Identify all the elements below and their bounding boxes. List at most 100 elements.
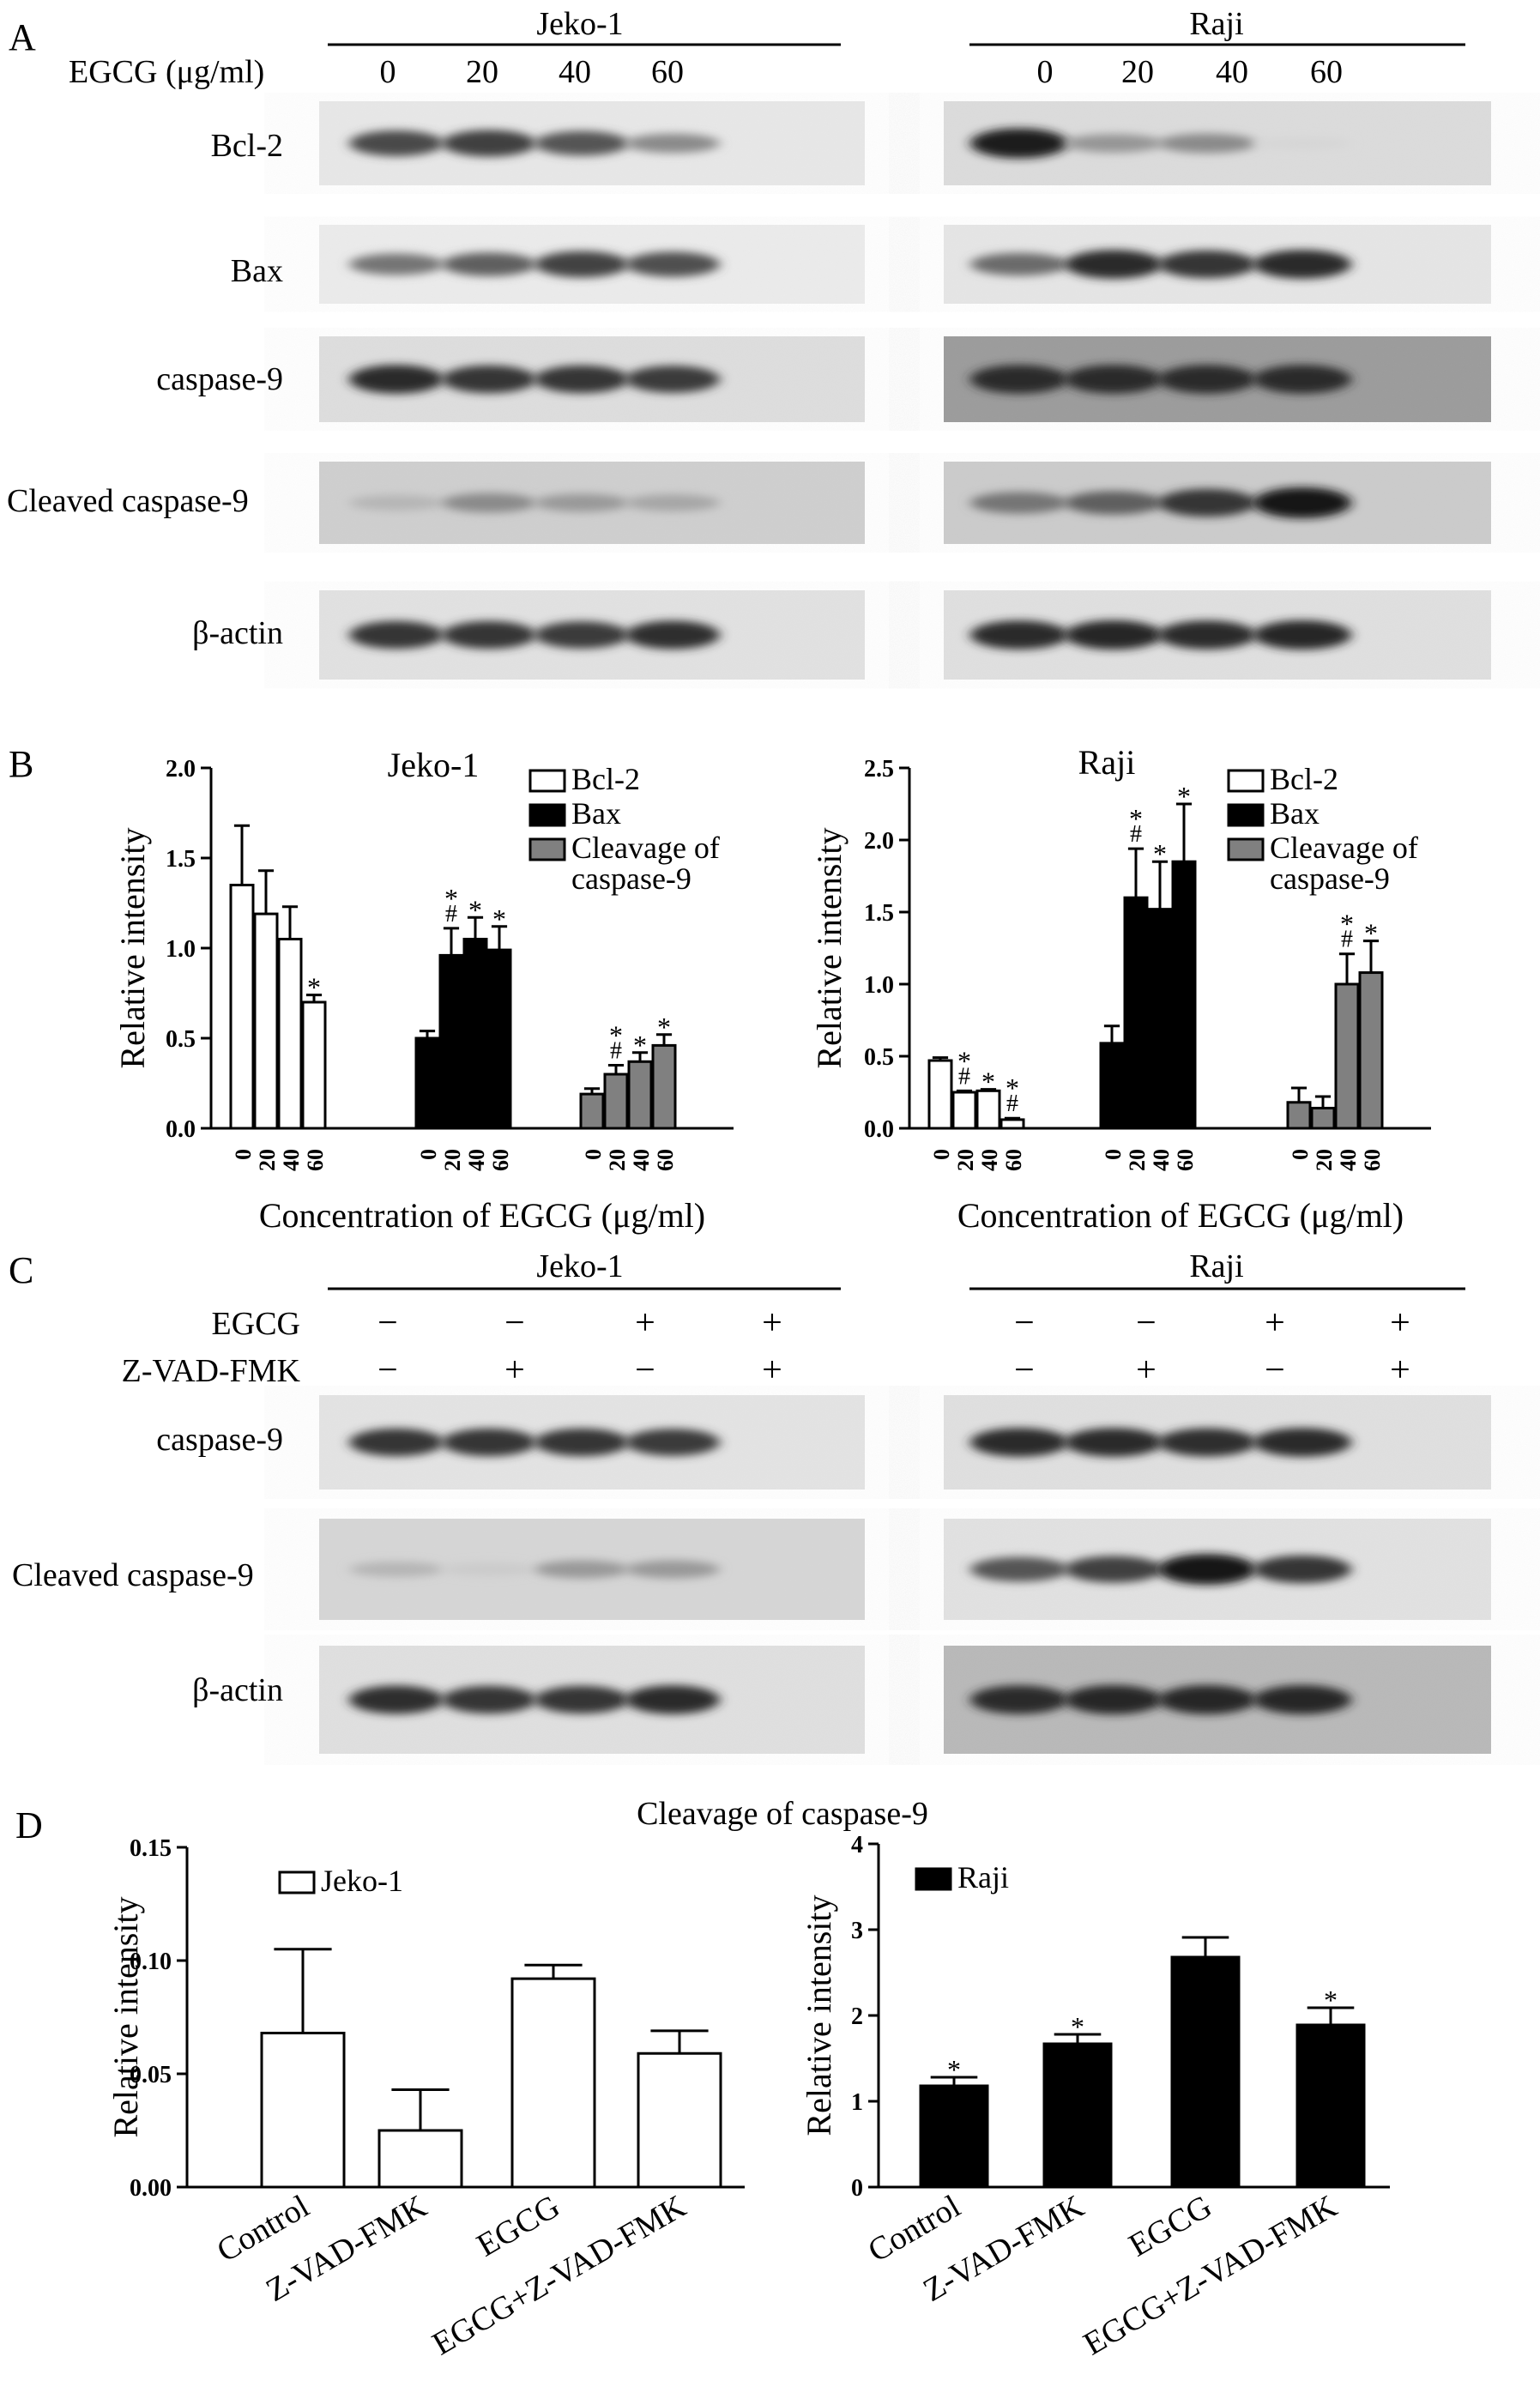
b-raji-bar-cleavage-of-caspase-9-60: [1358, 971, 1384, 1130]
b-raji-y-axis-label: Relative intensity: [810, 827, 849, 1068]
b-jeko-1-x-tick-label: 20: [440, 1149, 465, 1171]
b-raji-x-tick-label: 0: [929, 1149, 954, 1160]
c-sign-jeko-z-vad-fmk-2: +: [504, 1351, 525, 1390]
c-blot-strip-raji-caspase-9: [944, 1395, 1491, 1490]
b-raji-y-tick-label: 2.0: [864, 828, 894, 855]
b-raji-legend-label-cleavage-of-caspase-9: Cleavage of: [1270, 831, 1418, 865]
b-jeko-1-significance-mark: *: [444, 883, 458, 914]
b-raji-bar-bax-60: [1171, 860, 1197, 1130]
b-raji-legend-swatch-bcl-2: [1227, 769, 1265, 793]
d-jeko-1-y-tick-label: 0.10: [130, 1949, 172, 1975]
treatment-row-zvad: Z-VAD-FMK: [122, 1353, 301, 1389]
b-raji-bar-bax-40: [1147, 908, 1173, 1130]
c-sign-jeko-egcg-4: +: [762, 1303, 782, 1343]
d-raji-y-tick-label: 1: [851, 2089, 863, 2116]
a-band-jeko-cleaved-caspase-9-lane-1: [349, 495, 444, 511]
c-band-raji-caspase-9-lane-3: [1157, 1428, 1257, 1457]
b-jeko-1-x-tick-label: 60: [653, 1149, 678, 1171]
c-blot-strip-raji-cleaved-caspase-9: [944, 1519, 1491, 1620]
b-jeko-1-title: Jeko-1: [388, 746, 480, 784]
b-jeko-1-y-tick-label: 1.5: [166, 846, 196, 873]
b-raji-title: Raji: [1078, 743, 1136, 782]
a-band-raji-bcl-2-lane-2: [1064, 134, 1163, 153]
a-band-raji-cleaved-caspase-9-lane-4: [1253, 487, 1352, 518]
b-jeko-1-x-tick-label: 0: [231, 1149, 256, 1160]
c-band-raji-cleaved-caspase-9-lane-1: [969, 1556, 1069, 1582]
b-jeko-1-x-tick-label: 40: [279, 1149, 304, 1171]
b-jeko-1-y-axis-label: Relative intensity: [113, 827, 152, 1068]
c-band-jeko-caspase-9-lane-3: [534, 1428, 629, 1457]
b-jeko-1-significance-mark: *: [468, 894, 482, 925]
panel-c: Jeko-1 Raji EGCG Z-VAD-FMK − − + + − − + + − + − + −…: [12, 1248, 1491, 1754]
b-raji-x-tick-label: 60: [1001, 1149, 1026, 1171]
a-band-raji-bax-lane-3: [1157, 250, 1257, 279]
a-dose-jeko-0: 0: [380, 54, 396, 90]
a-band-jeko-caspase-9-lane-4: [625, 366, 720, 393]
a-dose-jeko-20: 20: [466, 54, 498, 90]
c-blot-strip-jeko-caspase-9: [319, 1395, 865, 1490]
d-jeko-1-y-tick-label: 0.15: [130, 1835, 172, 1862]
d-jeko-1-legend-swatch-jeko-1: [278, 1870, 316, 1894]
a-band-label-bax: Bax: [231, 253, 283, 289]
b-raji-x-tick-label: 40: [1149, 1149, 1174, 1171]
b-raji-y-tick-label: 1.0: [864, 972, 894, 999]
cell-line-label-jeko-1: Jeko-1: [536, 6, 623, 42]
d-raji-bar-raji-z-vad-fmk: [1042, 2042, 1113, 2189]
a-blot-strip-jeko-bax: [319, 225, 865, 304]
b-jeko-1-significance-mark: *: [492, 903, 506, 934]
a-blot-strip-jeko-bcl-2: [319, 101, 865, 185]
b-jeko-1-legend-label-cleavage-of-caspase-9: Cleavage of: [571, 831, 720, 865]
b-jeko-1-x-tick-label: 20: [255, 1149, 280, 1171]
c-blot-strip-jeko-cleaved-caspase-9: [319, 1519, 865, 1620]
a-band-raji-caspase-9-lane-4: [1253, 365, 1352, 394]
a-band-jeko-cleaved-caspase-9-lane-4: [625, 494, 720, 511]
b-jeko-1-x-tick-label: 20: [605, 1149, 630, 1171]
d-raji-significance-mark: *: [1071, 2011, 1084, 2042]
a-blot-strip-jeko-caspase-9: [319, 336, 865, 422]
b-jeko-1-y-tick-label: 2.0: [166, 756, 196, 783]
d-raji-bar-raji-control: [919, 2084, 989, 2189]
panel-d-title: Cleavage of caspase-9: [637, 1796, 928, 1832]
a-dose-raji-0: 0: [1037, 54, 1054, 90]
c-band-jeko-actin-lane-1: [349, 1685, 444, 1714]
b-raji-significance-mark: #: [1341, 927, 1353, 953]
b-raji-x-tick-label: 20: [953, 1149, 978, 1171]
b-raji-x-tick-label: 20: [1125, 1149, 1150, 1171]
d-jeko-1-y-tick-label: 0.00: [130, 2175, 172, 2202]
c-band-raji-caspase-9-lane-1: [969, 1428, 1069, 1457]
d-raji-y-tick-label: 0: [851, 2175, 863, 2202]
panel-a: Jeko-1 Raji EGCG (μg/ml) 0 20 40 60 0 20 40 60 …: [7, 6, 1491, 680]
a-band-raji-cleaved-caspase-9-lane-3: [1157, 488, 1257, 517]
c-band-jeko-actin-lane-3: [534, 1685, 629, 1714]
a-band-jeko-actin-lane-2: [442, 620, 536, 650]
a-band-jeko-cleaved-caspase-9-lane-3: [534, 493, 629, 512]
a-band-jeko-bcl-2-lane-2: [442, 130, 536, 157]
a-band-jeko-caspase-9-lane-3: [534, 365, 629, 394]
c-band-label-cleaved-caspase-9: Cleaved caspase-9: [12, 1557, 254, 1593]
a-blot-strip-raji-caspase-9: [944, 336, 1491, 422]
c-sign-raji-egcg-2: −: [1136, 1303, 1157, 1343]
c-band-jeko-cleaved-caspase-9-lane-2: [442, 1562, 536, 1576]
c-sign-jeko-z-vad-fmk-4: +: [762, 1351, 782, 1390]
c-sign-raji-z-vad-fmk-1: −: [1014, 1351, 1035, 1390]
treatment-label: EGCG (μg/ml): [69, 54, 264, 90]
c-band-label-caspase-9: caspase-9: [156, 1422, 283, 1458]
d-raji-x-tick-label: EGCG: [1123, 2188, 1218, 2263]
b-raji-significance-mark: *: [1364, 918, 1378, 949]
b-jeko-1-legend-label-bax: Bax: [571, 796, 621, 831]
b-raji-x-tick-label: 60: [1360, 1149, 1385, 1171]
b-raji-significance-mark: *: [1129, 803, 1143, 834]
b-raji-significance-mark: *: [1177, 781, 1191, 812]
c-blot-strip-raji-actin: [944, 1646, 1491, 1754]
a-band-raji-actin-lane-2: [1064, 619, 1163, 650]
c-band-jeko-cleaved-caspase-9-lane-4: [625, 1560, 720, 1579]
b-raji-significance-mark: *: [1153, 838, 1167, 869]
b-jeko-1-legend-swatch-cleavage-of-caspase-9: [528, 837, 566, 861]
c-sign-raji-z-vad-fmk-2: +: [1136, 1351, 1157, 1390]
a-band-raji-bax-lane-1: [969, 252, 1069, 276]
c-sign-jeko-egcg-2: −: [504, 1303, 525, 1343]
a-band-raji-bcl-2-lane-4: [1253, 136, 1352, 150]
b-jeko-1-significance-mark: #: [445, 901, 457, 928]
b-raji-significance-mark: *: [1340, 909, 1354, 940]
treatment-row-egcg: EGCG: [212, 1306, 300, 1342]
